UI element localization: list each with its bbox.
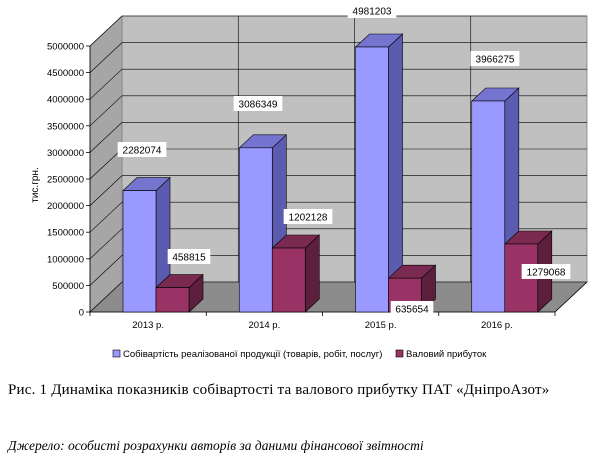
data-label: 1202128 bbox=[283, 209, 333, 224]
bar-front bbox=[122, 190, 157, 313]
figure-source: Джерело: особисті розрахунки авторів за … bbox=[8, 438, 424, 453]
data-label: 4981203 bbox=[347, 3, 397, 18]
data-label: 635654 bbox=[390, 301, 434, 316]
bar-front bbox=[271, 247, 306, 313]
bar bbox=[122, 176, 171, 313]
data-label-box bbox=[390, 301, 434, 316]
y-tick-label: 0 bbox=[79, 308, 84, 319]
bar-front bbox=[238, 147, 273, 313]
legend: Собівартість реалізованої продукції (тов… bbox=[112, 349, 487, 360]
data-label: 458815 bbox=[167, 249, 211, 264]
gridline-side bbox=[89, 228, 123, 260]
data-label-text: 635654 bbox=[395, 305, 429, 316]
data-label-box bbox=[521, 264, 571, 279]
gridline-side bbox=[89, 68, 123, 100]
y-tick-label: 3500000 bbox=[47, 121, 84, 132]
y-tick-label: 3000000 bbox=[47, 148, 84, 159]
legend-entry: Собівартість реалізованої продукції (тов… bbox=[123, 349, 382, 360]
x-tick-label: 2014 р. bbox=[249, 320, 281, 331]
y-tick-label: 500000 bbox=[52, 281, 84, 292]
data-labels: 2282074 458815 3086349 1202128 4981203 635654… bbox=[117, 3, 571, 316]
data-label-box bbox=[117, 142, 167, 157]
data-label-box bbox=[470, 51, 520, 66]
x-axis-depth bbox=[554, 281, 588, 313]
data-label: 3966275 bbox=[470, 51, 520, 66]
bar-front bbox=[355, 46, 389, 313]
bar-side bbox=[304, 234, 320, 313]
caption-text: Динаміка показників собівартості та вало… bbox=[51, 382, 550, 398]
gridline-side bbox=[89, 122, 123, 153]
gridline-side bbox=[89, 42, 123, 73]
data-label-box bbox=[283, 209, 333, 224]
bars bbox=[122, 33, 553, 313]
bar bbox=[354, 33, 404, 313]
data-label: 2282074 bbox=[117, 142, 167, 157]
data-label-box bbox=[167, 249, 211, 264]
data-label: 3086349 bbox=[233, 96, 283, 111]
y-axis: 0 500000 1000000 1500000 2000000 2500000 30000… bbox=[47, 42, 91, 319]
data-label-text: 458815 bbox=[172, 253, 206, 264]
legend-entry: Валовий прибуток bbox=[406, 349, 487, 360]
x-tick-label: 2013 р. bbox=[132, 320, 164, 331]
data-label-text: 4981203 bbox=[353, 7, 392, 18]
data-label-box bbox=[233, 96, 283, 111]
data-label-text: 1202128 bbox=[289, 213, 328, 224]
x-tick-label: 2015 р. bbox=[365, 320, 397, 331]
legend-swatch bbox=[395, 349, 404, 358]
y-tick-label: 5000000 bbox=[47, 42, 84, 53]
gridline-side bbox=[89, 148, 123, 180]
data-label-text: 3086349 bbox=[239, 100, 278, 111]
caption-prefix: Рис. 1 bbox=[8, 382, 48, 398]
chart: 0 500000 1000000 1500000 2000000 2500000 30000… bbox=[30, 3, 589, 360]
y-tick-label: 2000000 bbox=[47, 201, 84, 212]
bar-front bbox=[155, 287, 190, 313]
data-label: 1279068 bbox=[521, 264, 571, 279]
bar bbox=[271, 234, 321, 313]
y-tick-label: 1500000 bbox=[47, 228, 84, 239]
data-label-text: 2282074 bbox=[123, 146, 162, 157]
y-tick-label: 4000000 bbox=[47, 95, 84, 106]
bar-front bbox=[471, 100, 506, 313]
y-axis-label: тис.грн. bbox=[30, 167, 41, 202]
data-label-text: 3966275 bbox=[476, 55, 515, 66]
legend-swatch bbox=[112, 349, 121, 358]
gridline-side bbox=[89, 201, 123, 233]
gridline-side bbox=[89, 255, 123, 286]
gridline-side bbox=[89, 175, 123, 206]
gridline-side bbox=[89, 15, 123, 47]
data-label-text: 1279068 bbox=[527, 268, 566, 279]
figure-caption: Рис. 1 Динаміка показників собівартості … bbox=[8, 377, 592, 404]
x-tick-label: 2016 р. bbox=[481, 320, 513, 331]
bar bbox=[155, 273, 204, 313]
y-tick-label: 2500000 bbox=[47, 175, 84, 186]
gridline-side bbox=[89, 95, 123, 127]
y-tick-label: 1000000 bbox=[47, 254, 84, 265]
y-tick-label: 4500000 bbox=[47, 68, 84, 79]
gridline-side bbox=[89, 281, 123, 313]
data-label-box bbox=[347, 3, 397, 18]
